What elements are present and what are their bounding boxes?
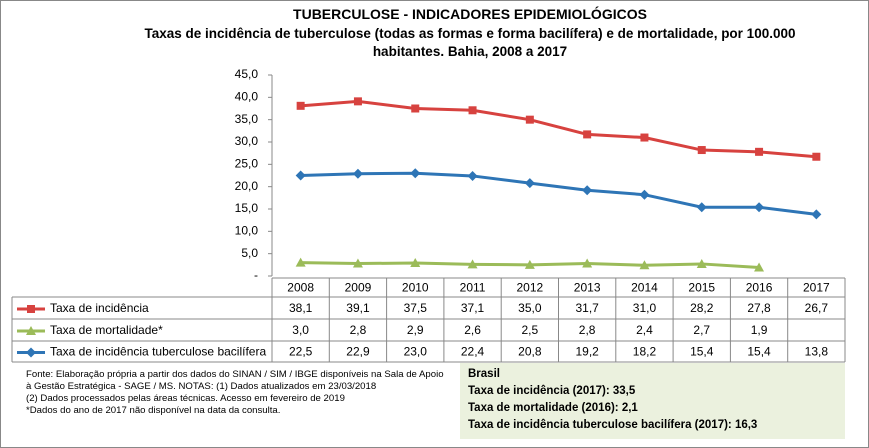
data-label: 22,5 xyxy=(289,345,313,359)
x-tick-label: 2008 xyxy=(287,281,314,295)
legend-label: Taxa de incidência xyxy=(50,301,149,315)
data-label: 37,5 xyxy=(404,301,428,315)
x-tick-label: 2010 xyxy=(402,281,429,295)
x-tick-label: 2011 xyxy=(460,281,486,295)
summary-line: Brasil xyxy=(468,368,500,380)
marker xyxy=(468,106,477,115)
data-label: 2,8 xyxy=(579,323,596,337)
data-label: 2,5 xyxy=(522,323,539,337)
legend-label: Taxa de mortalidade* xyxy=(50,323,163,337)
marker xyxy=(525,115,534,124)
notes: Fonte: Elaboração própria a partir dos d… xyxy=(26,369,446,417)
data-label: 38,1 xyxy=(289,301,313,315)
legend-label: Taxa de incidência tuberculose bacilífer… xyxy=(50,345,266,359)
chart-subtitle: Taxas de incidência de tuberculose (toda… xyxy=(144,26,796,59)
marker xyxy=(696,202,707,213)
marker xyxy=(352,258,363,268)
data-label: 26,7 xyxy=(805,301,829,315)
y-tick-label: 10,0 xyxy=(235,224,259,238)
marker xyxy=(467,170,478,181)
marker xyxy=(295,170,306,181)
marker xyxy=(583,130,592,139)
chart-title: TUBERCULOSE - INDICADORES EPIDEMIOLÓGICO… xyxy=(293,6,647,22)
series-line xyxy=(300,171,817,216)
summary-line: Taxa de incidência tuberculose bacilífer… xyxy=(468,419,758,431)
data-label: 31,0 xyxy=(633,301,657,315)
marker xyxy=(524,178,535,189)
data-label: 28,2 xyxy=(690,301,714,315)
data-label: 2,6 xyxy=(464,323,481,337)
data-label: 19,2 xyxy=(575,345,599,359)
x-tick-label: 2014 xyxy=(631,281,658,295)
summary-box: Brasil Taxa de incidência (2017): 33,5 Tax… xyxy=(460,363,845,439)
data-label: 27,8 xyxy=(747,301,771,315)
marker xyxy=(639,260,650,270)
summary-line: Taxa de incidência (2017): 33,5 xyxy=(468,385,636,397)
data-label: 18,2 xyxy=(633,345,657,359)
y-tick-label: 45,0 xyxy=(235,67,259,81)
marker xyxy=(754,262,765,272)
data-label: 22,4 xyxy=(461,345,485,359)
marker xyxy=(524,259,535,269)
data-label: 1,9 xyxy=(751,323,768,337)
marker xyxy=(296,101,305,110)
x-tick-label: 2009 xyxy=(345,281,372,295)
y-tick-label: 15,0 xyxy=(235,201,259,215)
data-label: 2,7 xyxy=(693,323,710,337)
marker xyxy=(754,202,765,213)
x-tick-label: 2017 xyxy=(803,281,830,295)
x-tick-label: 2016 xyxy=(746,281,773,295)
marker xyxy=(352,168,363,179)
data-label: 3,0 xyxy=(292,323,309,337)
data-label: 39,1 xyxy=(346,301,370,315)
y-tick-label: 25,0 xyxy=(235,157,259,171)
marker xyxy=(696,258,707,268)
data-label: 22,9 xyxy=(346,345,370,359)
marker xyxy=(467,259,478,269)
data-label: 13,8 xyxy=(805,345,829,359)
note: *Dados do ano de 2017 não disponível na … xyxy=(26,405,281,416)
data-label: 35,0 xyxy=(518,301,542,315)
data-label: 23,0 xyxy=(404,345,428,359)
x-tick-label: 2015 xyxy=(688,281,715,295)
data-label: 2,9 xyxy=(407,323,424,337)
marker xyxy=(755,147,764,156)
marker xyxy=(582,185,593,196)
data-label: 2,8 xyxy=(350,323,367,337)
data-label: 37,1 xyxy=(461,301,485,315)
data-label: 31,7 xyxy=(575,301,599,315)
y-tick-label: 30,0 xyxy=(235,134,259,148)
data-label: 15,4 xyxy=(747,345,771,359)
note: (2) Dados processados pelas áreas técnic… xyxy=(26,393,345,404)
marker xyxy=(410,168,421,179)
y-tick-label: 20,0 xyxy=(235,179,259,193)
data-label: 2,4 xyxy=(636,323,653,337)
note: Fonte: Elaboração própria a partir dos d… xyxy=(26,369,444,392)
marker xyxy=(811,209,822,220)
x-tick-label: 2013 xyxy=(574,281,601,295)
legend-marker xyxy=(26,326,36,335)
marker xyxy=(410,258,421,268)
marker xyxy=(353,97,362,106)
y-tick-label: 40,0 xyxy=(235,90,259,104)
marker xyxy=(582,258,593,268)
data-label: 20,8 xyxy=(518,345,542,359)
summary-line: Taxa de mortalidade (2016): 2,1 xyxy=(468,402,638,414)
marker xyxy=(812,152,821,161)
marker xyxy=(640,133,649,142)
legend-marker xyxy=(26,347,36,358)
y-tick-label: 5,0 xyxy=(241,246,258,260)
data-label: 15,4 xyxy=(690,345,714,359)
marker xyxy=(697,146,706,155)
y-tick-label: 35,0 xyxy=(235,112,259,126)
marker xyxy=(411,104,420,113)
marker xyxy=(639,189,650,200)
y-tick-label: - xyxy=(254,268,258,282)
series-line xyxy=(300,99,817,159)
marker xyxy=(295,257,306,267)
legend-marker xyxy=(27,305,35,313)
x-tick-label: 2012 xyxy=(516,281,543,295)
